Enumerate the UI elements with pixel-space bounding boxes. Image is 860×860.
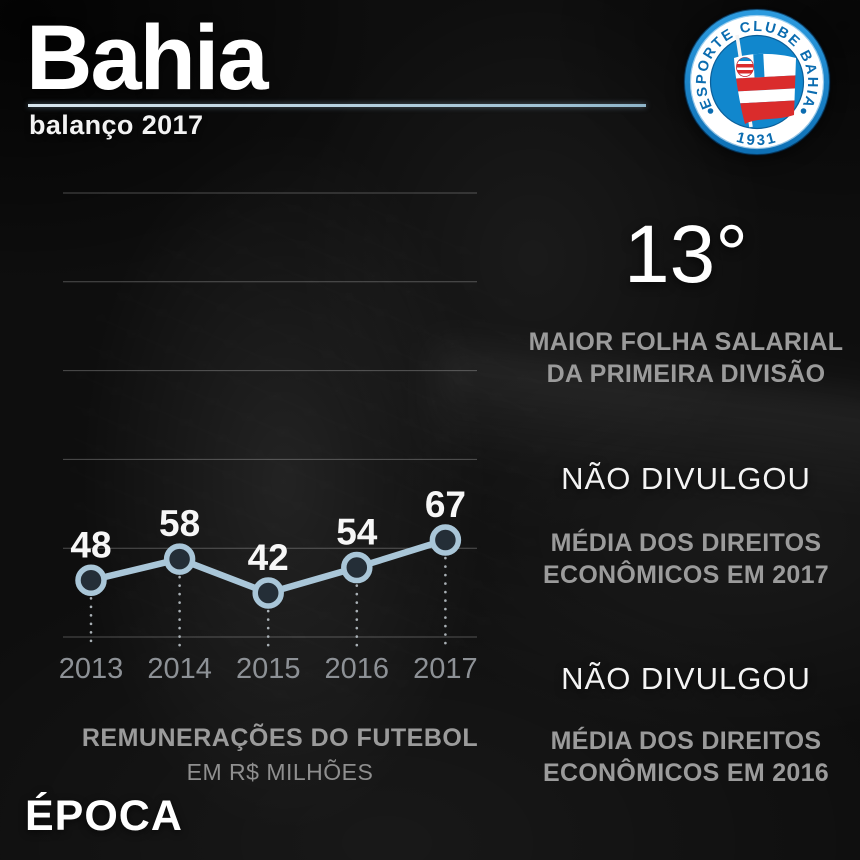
data-point-2016 [341,551,373,584]
stat-2017-label: MÉDIA DOS DIREITOS ECONÔMICOS EM 2017 [506,527,860,591]
chart-title: REMUNERAÇÕES DO FUTEBOL [81,724,479,752]
remunerations-line-chart: 48 58 42 54 67 2013 2014 2015 2016 2017 [59,192,478,685]
value-label-2013: 48 [70,524,111,565]
club-crest-icon: ESPORTE CLUBE BAHIA 1931 [683,8,831,156]
value-label-2017: 67 [425,484,466,525]
stat-label-line: MÉDIA DOS DIREITOS [550,727,822,755]
value-label-2015: 42 [248,537,289,578]
crest-dot-left [707,108,714,114]
x-tick-2017: 2017 [413,653,478,685]
crest-dot-right [800,108,807,114]
chart-unit-label: EM R$ MILHÕES [186,759,374,785]
crest-founded-year: 1931 [735,129,777,149]
x-tick-2016: 2016 [325,653,390,685]
stat-2016-value: NÃO DIVULGOU [561,661,811,696]
epoca-magazine-logo: ÉPOCA [25,792,183,840]
x-tick-2013: 2013 [59,653,124,685]
page-title: Bahia [26,7,269,109]
data-point-2017 [429,524,462,556]
stat-2017-value: NÃO DIVULGOU [561,461,811,496]
stat-label-line: MAIOR FOLHA SALARIAL [528,328,844,356]
data-point-2015 [252,577,284,609]
value-label-2016: 54 [336,512,378,553]
stat-label-line: ECONÔMICOS EM 2016 [542,759,830,787]
value-label-2014: 58 [159,503,200,544]
background-goal-net [70,200,550,700]
stat-economic-rights-2016: NÃO DIVULGOU MÉDIA DOS DIREITOS ECONÔMIC… [506,663,860,789]
stat-rank-value: 13° [623,209,748,300]
stat-2016-label: MÉDIA DOS DIREITOS ECONÔMICOS EM 2016 [506,725,860,789]
page-subtitle: balanço 2017 [29,110,204,140]
stat-label-line: MÉDIA DOS DIREITOS [550,529,822,557]
data-point-2013 [75,564,107,597]
svg-text:1931: 1931 [735,129,780,149]
title-underline [28,104,646,107]
stat-rank-label: MAIOR FOLHA SALARIAL DA PRIMEIRA DIVISÃO [506,326,860,390]
stat-label-line: ECONÔMICOS EM 2017 [542,561,830,589]
stat-label-line: DA PRIMEIRA DIVISÃO [546,360,826,388]
data-point-2014 [163,543,196,575]
chart-caption: REMUNERAÇÕES DO FUTEBOL EM R$ MILHÕES [40,724,520,786]
x-tick-2015: 2015 [236,653,301,685]
crest-white-band [691,16,823,148]
stat-economic-rights-2017: NÃO DIVULGOU MÉDIA DOS DIREITOS ECONÔMIC… [506,463,860,591]
x-tick-2014: 2014 [147,653,212,685]
stat-salary-rank: 13° MAIOR FOLHA SALARIAL DA PRIMEIRA DIV… [506,214,860,390]
